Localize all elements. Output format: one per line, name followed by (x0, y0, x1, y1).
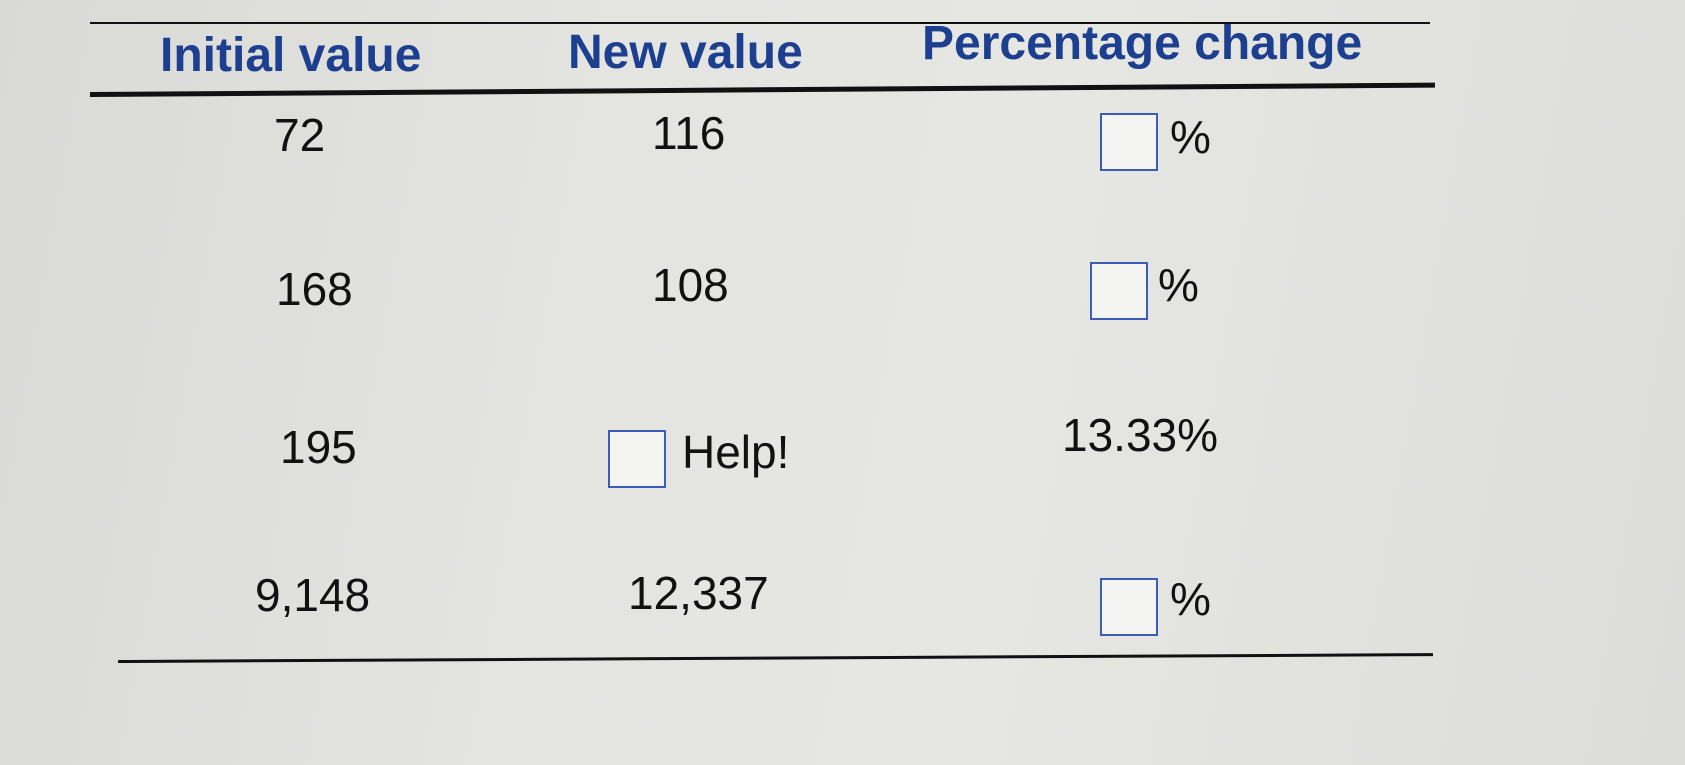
row4-initial-value: 9,148 (255, 569, 371, 621)
row2-percent-sign: % (1158, 259, 1199, 311)
row3-percentage-change: 13.33% (1062, 409, 1219, 461)
header-initial-value: Initial value (160, 29, 422, 82)
row4-percentage-input[interactable] (1100, 578, 1158, 636)
header-percentage-change: Percentage change (922, 17, 1363, 70)
row2-new-value: 108 (652, 259, 729, 311)
row1-new-value: 116 (652, 107, 726, 159)
table-top-rule (90, 22, 1430, 24)
header-rule (89, 82, 1435, 97)
row3-initial-value: 195 (280, 421, 357, 473)
row2-percentage-input[interactable] (1090, 262, 1148, 320)
row1-initial-value: 72 (274, 109, 326, 161)
header-new-value: New value (568, 26, 803, 79)
row1-percent-sign: % (1170, 111, 1211, 163)
table-bottom-rule (117, 653, 1433, 663)
row4-percent-sign: % (1170, 573, 1211, 625)
row2-initial-value: 168 (276, 263, 353, 315)
row3-new-value-input[interactable] (608, 430, 666, 488)
row1-percentage-input[interactable] (1100, 113, 1158, 171)
row4-new-value: 12,337 (628, 567, 769, 619)
row3-help-link[interactable]: Help! (682, 426, 790, 478)
